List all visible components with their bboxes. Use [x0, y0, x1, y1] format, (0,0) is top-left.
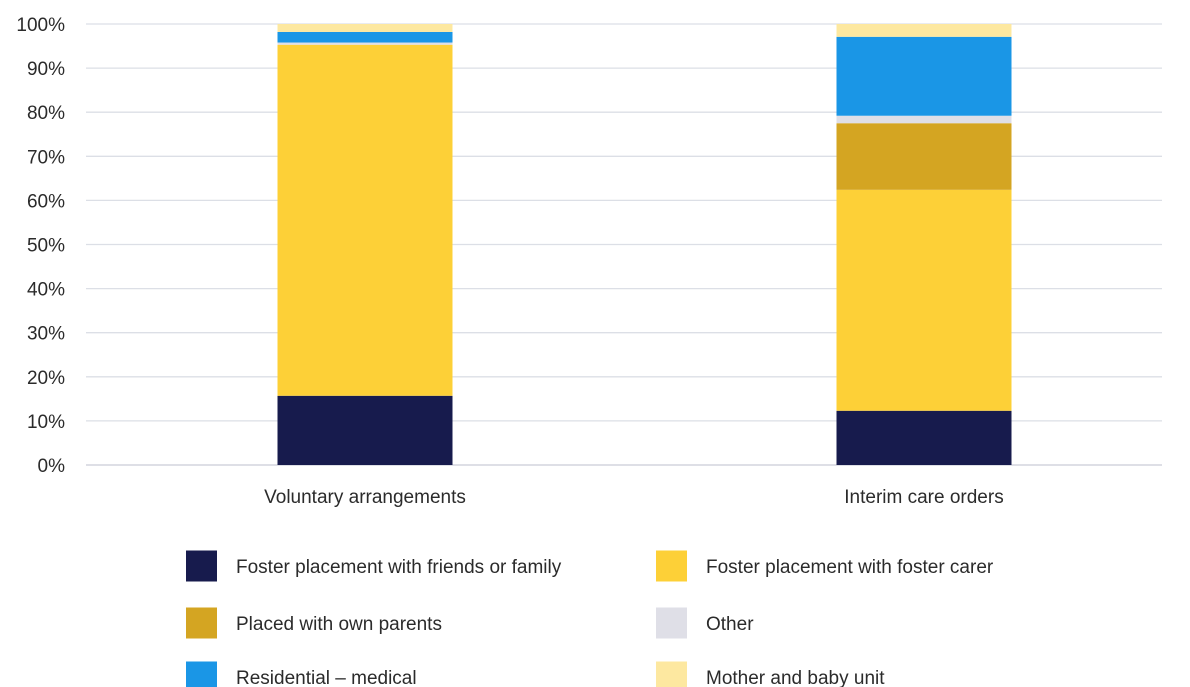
legend-label: Residential – medical: [236, 668, 417, 687]
legend-label: Mother and baby unit: [706, 668, 885, 687]
bar-segment: [277, 395, 453, 465]
bar-segment: [836, 115, 1012, 124]
legend-swatch: [656, 661, 687, 687]
y-axis-tick-labels: 0% 10% 20% 30% 40% 50% 60% 70% 80% 90% 100%: [16, 15, 65, 477]
y-tick-label: 90%: [27, 59, 65, 80]
legend-swatch: [656, 607, 687, 639]
bar-segment: [277, 44, 453, 396]
legend-label: Foster placement with foster carer: [706, 557, 994, 578]
bar-segment: [277, 31, 453, 43]
x-axis-category-labels: Voluntary arrangements Interim care order…: [264, 487, 1004, 508]
bars: [277, 24, 1012, 465]
legend-swatch: [656, 550, 687, 582]
bar-segment: [277, 24, 453, 32]
legend-swatch: [186, 550, 217, 582]
legend-label: Foster placement with friends or family: [236, 557, 562, 578]
y-tick-label: 10%: [27, 412, 65, 433]
legend-label: Placed with own parents: [236, 614, 442, 635]
y-tick-label: 60%: [27, 191, 65, 212]
y-tick-label: 20%: [27, 368, 65, 389]
y-tick-label: 100%: [16, 15, 65, 36]
legend-swatch: [186, 661, 217, 687]
y-tick-label: 80%: [27, 103, 65, 124]
bar-segment: [836, 123, 1012, 190]
legend-swatch: [186, 607, 217, 639]
x-category-label: Voluntary arrangements: [264, 487, 466, 508]
bar-segment: [836, 410, 1012, 465]
y-tick-label: 30%: [27, 324, 65, 345]
bar-segment: [836, 189, 1012, 411]
bar-segment: [836, 36, 1012, 116]
legend: Foster placement with friends or family F…: [186, 550, 994, 687]
y-tick-label: 0%: [38, 456, 66, 477]
bar-segment: [277, 42, 453, 45]
x-category-label: Interim care orders: [844, 487, 1003, 508]
legend-label: Other: [706, 614, 754, 635]
bar-segment: [836, 24, 1012, 37]
y-tick-label: 40%: [27, 280, 65, 301]
y-tick-label: 50%: [27, 236, 65, 257]
y-tick-label: 70%: [27, 147, 65, 168]
